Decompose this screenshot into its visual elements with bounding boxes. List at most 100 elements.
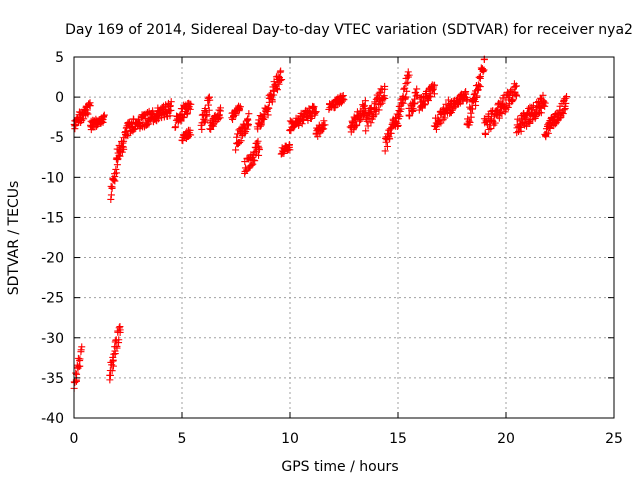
y-tick-label: -5 [50, 130, 64, 146]
data-point [232, 146, 240, 154]
data-point [269, 86, 277, 94]
data-point [108, 367, 116, 375]
data-point [186, 126, 194, 134]
y-tick-label: -35 [41, 371, 64, 387]
data-point [77, 346, 85, 354]
data-point [405, 71, 413, 79]
data-point [264, 111, 272, 119]
data-point [109, 356, 117, 364]
data-point [560, 106, 568, 114]
data-point [480, 66, 488, 74]
data-point [255, 146, 263, 154]
data-point [381, 85, 389, 93]
data-point [120, 145, 128, 153]
data-point [265, 104, 273, 112]
plot-frame [73, 56, 615, 419]
data-point [517, 127, 525, 135]
data-point [482, 130, 490, 138]
x-axis-label: GPS time / hours [281, 459, 398, 475]
data-point [367, 119, 375, 127]
data-point [72, 369, 80, 377]
data-point [339, 92, 347, 100]
data-point [497, 109, 505, 117]
data-point [106, 371, 114, 379]
data-point [154, 115, 162, 123]
data-point [264, 104, 272, 112]
data-point [535, 99, 543, 107]
data-point [112, 165, 120, 173]
data-point [110, 176, 118, 184]
data-point [371, 100, 379, 108]
data-point [134, 115, 142, 123]
data-point [76, 355, 84, 363]
data-point [402, 93, 410, 101]
data-point [544, 129, 552, 137]
data-point [372, 110, 380, 118]
data-point [340, 96, 348, 104]
data-point [78, 343, 86, 351]
data-point [541, 99, 549, 107]
data-point [236, 106, 244, 114]
data-point [362, 127, 370, 135]
data-point [402, 80, 410, 88]
data-point [255, 151, 263, 159]
data-point [244, 120, 252, 128]
data-point [110, 350, 118, 358]
data-point [526, 119, 534, 127]
data-point [263, 107, 271, 115]
data-point [113, 169, 121, 177]
data-point [381, 147, 389, 155]
data-point [386, 135, 394, 143]
data-point [431, 81, 439, 89]
data-point [413, 85, 421, 93]
data-point [466, 118, 474, 126]
data-point [404, 78, 412, 86]
data-point [183, 110, 191, 118]
y-axis-label: SDTVAR / TECUs [6, 181, 22, 296]
data-point [166, 102, 174, 110]
data-point [475, 73, 483, 81]
x-tick-label: 0 [70, 431, 79, 447]
data-point [203, 111, 211, 119]
data-point [286, 146, 294, 154]
data-point [229, 115, 237, 123]
data-point [245, 110, 253, 118]
data-point [201, 105, 209, 112]
data-point [187, 131, 195, 139]
data-point [525, 105, 533, 113]
data-point [432, 125, 440, 133]
data-point [413, 91, 421, 99]
data-point [381, 94, 389, 102]
data-point [469, 105, 477, 113]
data-point [409, 107, 417, 115]
data-point [172, 123, 180, 131]
x-tick-label: 20 [497, 431, 515, 447]
y-tick-label: -20 [41, 251, 64, 267]
data-point [184, 109, 192, 117]
data-point [115, 151, 123, 159]
data-point [399, 99, 407, 107]
data-point [107, 195, 115, 203]
x-tick-label: 10 [281, 431, 299, 447]
data-point [403, 87, 411, 95]
y-tick-label: -25 [41, 291, 64, 307]
data-point [205, 106, 213, 114]
data-point [540, 98, 548, 106]
data-point [561, 105, 569, 113]
data-point [206, 96, 214, 104]
data-point [233, 133, 241, 141]
data-point [501, 105, 509, 113]
data-point [375, 89, 383, 97]
data-point [71, 125, 79, 133]
x-tick-label: 25 [605, 431, 623, 447]
data-point [287, 127, 295, 135]
data-point [248, 161, 256, 169]
data-point [537, 109, 545, 117]
y-tick-labels: 5 0 -5 -10 -15 -20 -25 -30 -35 -40 [41, 50, 64, 427]
data-point [430, 90, 438, 98]
data-point [562, 94, 570, 102]
data-point [217, 104, 225, 112]
data-point [84, 110, 92, 118]
data-point [491, 119, 499, 127]
data-point [204, 101, 212, 109]
